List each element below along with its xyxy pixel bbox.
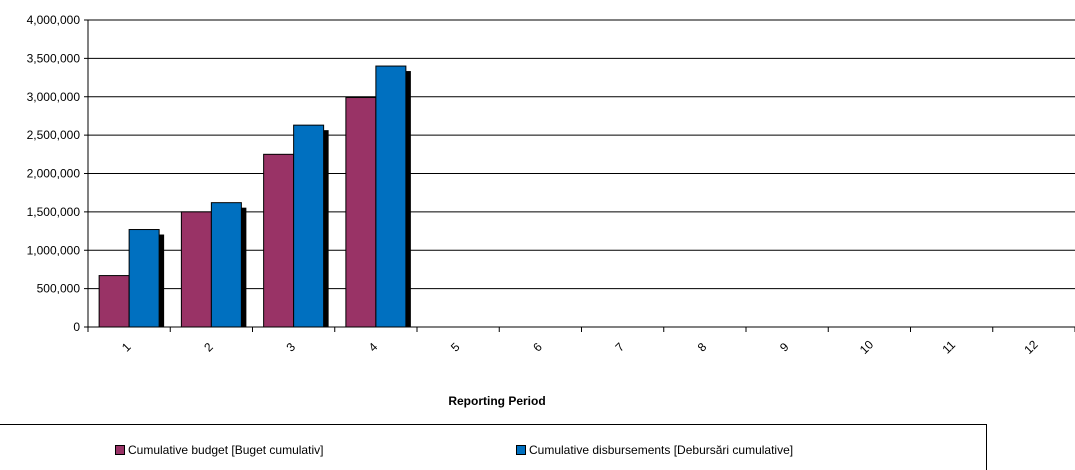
y-tick-label: 1,000,000 [27,243,81,257]
bar-disbursements-1 [128,229,160,328]
legend-swatch-disbursements [516,445,526,455]
y-tick-label: 500,000 [37,282,81,296]
x-tick-label: 12 [1021,337,1041,357]
bar-budget-3 [263,153,295,328]
y-tick-label: 0 [73,320,80,334]
x-tick-label: 6 [530,340,545,355]
legend-item-disbursements: Cumulative disbursements [Debursări cumu… [516,443,793,457]
y-tick-label: 1,500,000 [27,205,81,219]
bars [98,65,411,328]
bar-disbursements-3 [293,124,325,328]
y-tick-label: 3,000,000 [27,90,81,104]
y-tick-label: 2,000,000 [27,167,81,181]
bar-budget-4 [345,97,377,328]
legend-item-budget: Cumulative budget [Buget cumulativ] [115,443,323,457]
x-tick-label: 9 [777,340,792,355]
legend-label-disbursements: Cumulative disbursements [Debursări cumu… [529,443,794,457]
x-tick-label: 11 [939,338,958,357]
x-axis-label: Reporting Period [448,394,545,408]
y-axis-ticks: 0 500,000 1,000,000 1,500,000 2,000,000 2,500… [27,13,88,334]
x-tick-label: 7 [612,340,627,355]
legend-swatch-budget [115,445,125,455]
gridlines [88,19,1075,290]
bar-chart: 0 500,000 1,000,000 1,500,000 2,000,000 2,500… [27,13,1075,408]
bar-disbursements-4 [375,65,407,328]
x-tick-label: 3 [283,340,298,355]
x-tick-label: 1 [119,340,134,355]
bar-disbursements-2 [210,202,242,328]
y-tick-label: 2,500,000 [27,128,81,142]
x-tick-label: 8 [695,340,710,355]
bar-budget-1 [98,275,130,328]
legend-label-budget: Cumulative budget [Buget cumulativ] [128,443,324,457]
y-tick-label: 4,000,000 [27,13,81,27]
legend: Cumulative budget [Buget cumulativ] Cumu… [0,424,987,470]
y-tick-label: 3,500,000 [27,51,81,65]
x-axis-ticks: 1 2 3 4 5 6 7 8 9 10 11 12 [87,327,1075,357]
x-tick-label: 5 [448,340,463,355]
bar-budget-2 [180,211,212,328]
x-tick-label: 2 [201,340,216,355]
x-tick-label: 4 [366,340,381,355]
x-tick-label: 10 [857,337,877,357]
